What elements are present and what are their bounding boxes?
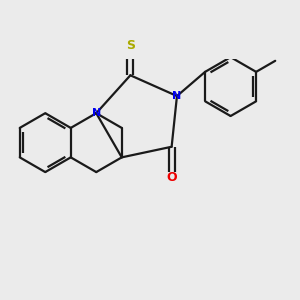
Text: N: N (172, 91, 182, 101)
Text: O: O (166, 171, 177, 184)
Text: N: N (92, 108, 101, 118)
Text: S: S (126, 39, 135, 52)
